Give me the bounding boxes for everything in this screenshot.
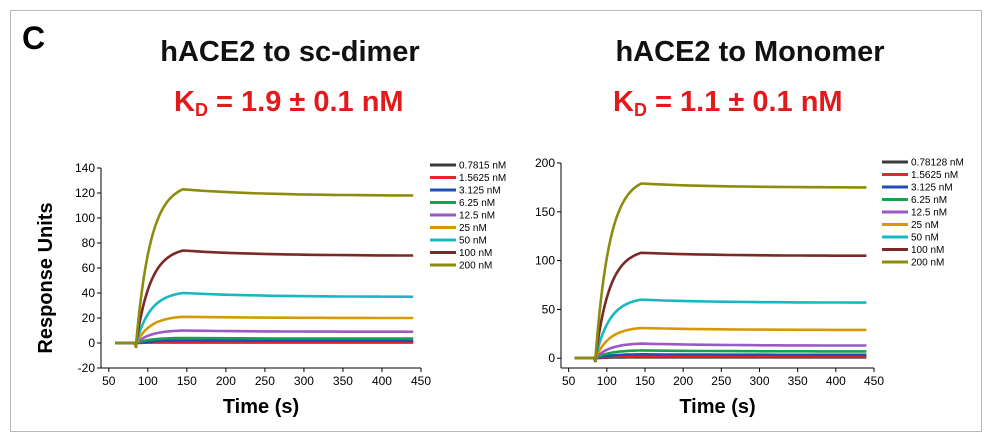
left-x-tick-label: 400 [372, 374, 392, 388]
left-x-tick-label: 350 [333, 374, 353, 388]
left-y-tick-label: 120 [75, 186, 95, 200]
right-legend-label-0: 0.78128 nM [911, 158, 964, 169]
left-y-tick-label: 0 [88, 336, 95, 350]
left-kd-prefix: K [174, 86, 195, 118]
left-x-tick-label: 100 [138, 374, 158, 388]
right-kd-prefix: K [613, 86, 634, 118]
left-legend-label-5: 25 nM [459, 223, 487, 234]
panel-label: C [22, 20, 46, 56]
left-legend-label-6: 50 nM [459, 236, 487, 247]
left-series-line-5 [115, 315, 414, 349]
left-legend-label-8: 200 nM [459, 261, 492, 272]
right-legend-label-1: 1.5625 nM [911, 170, 958, 181]
right-x-tick-label: 50 [562, 374, 576, 388]
left-series-line-6 [115, 291, 414, 349]
left-y-axis-title: Response Units [35, 202, 57, 353]
right-y-tick-label: 200 [535, 156, 555, 170]
left-legend-label-3: 6.25 nM [459, 198, 495, 209]
figure-frame [10, 10, 982, 432]
right-kd-label: KD = 1.1 ± 0.1 nM [613, 86, 843, 121]
left-kd-value: = 1.9 ± 0.1 nM [207, 86, 404, 118]
left-x-tick-label: 450 [411, 374, 431, 388]
left-x-tick-label: 300 [294, 374, 314, 388]
right-series-line-2 [574, 353, 867, 363]
left-y-tick-label: 80 [82, 236, 96, 250]
left-y-tick-label: 140 [75, 161, 95, 175]
right-x-tick-label: 250 [711, 374, 731, 388]
right-y-tick-label: 150 [535, 205, 555, 219]
right-y-tick-label: 50 [542, 302, 556, 316]
right-series-line-1 [574, 355, 867, 363]
right-x-axis-title: Time (s) [679, 396, 755, 418]
left-legend-label-7: 100 nM [459, 248, 492, 259]
right-legend-label-4: 12.5 nM [911, 208, 947, 219]
left-x-tick-label: 250 [255, 374, 275, 388]
left-kd-sub: D [194, 100, 208, 120]
right-legend-label-7: 100 nM [911, 245, 944, 256]
left-y-tick-label: 20 [82, 311, 96, 325]
right-series-line-5 [574, 326, 867, 363]
left-series-line-3 [115, 336, 414, 349]
right-legend-label-2: 3.125 nM [911, 183, 953, 194]
left-y-tick-label: 100 [75, 211, 95, 225]
left-y-tick-label: 60 [82, 261, 96, 275]
right-chart: 50 100 150 200 250 300 350 400 450 0 50 100 150 200 Ti… [535, 156, 964, 418]
right-legend-label-6: 50 nM [911, 233, 939, 244]
right-y-tick-label: 0 [548, 351, 555, 365]
left-chart: 50 100 150 200 250 300 350 400 450 -20 0 20 40 60 80 10… [35, 161, 506, 419]
right-series-line-8 [574, 182, 867, 363]
left-legend-label-1: 1.5625 nM [459, 173, 506, 184]
left-x-tick-label: 150 [177, 374, 197, 388]
right-x-tick-label: 200 [673, 374, 693, 388]
right-series-line-6 [574, 298, 867, 363]
right-x-tick-label: 450 [864, 374, 884, 388]
left-legend-label-4: 12.5 nM [459, 211, 495, 222]
right-x-tick-label: 300 [749, 374, 769, 388]
left-y-tick-label: 40 [82, 286, 96, 300]
left-series-line-1 [115, 340, 414, 349]
right-legend-label-3: 6.25 nM [911, 195, 947, 206]
right-series-line-3 [574, 349, 867, 363]
left-legend-label-2: 3.125 nM [459, 186, 501, 197]
right-x-tick-label: 400 [826, 374, 846, 388]
left-series-line-4 [115, 329, 414, 349]
left-chart-title: hACE2 to sc-dimer [160, 36, 420, 68]
left-series-line-7 [115, 249, 414, 349]
right-y-tick-label: 100 [535, 254, 555, 268]
right-x-tick-label: 100 [597, 374, 617, 388]
right-x-tick-label: 350 [788, 374, 808, 388]
right-legend-label-8: 200 nM [911, 258, 944, 269]
left-kd-label: KD = 1.9 ± 0.1 nM [174, 86, 404, 121]
right-chart-title: hACE2 to Monomer [615, 36, 885, 68]
right-kd-value: = 1.1 ± 0.1 nM [646, 86, 843, 118]
right-x-tick-label: 150 [635, 374, 655, 388]
right-series-line-4 [574, 342, 867, 363]
left-legend-label-0: 0.7815 nM [459, 161, 506, 172]
left-x-tick-label: 200 [216, 374, 236, 388]
right-legend-label-5: 25 nM [911, 220, 939, 231]
left-series-line-8 [115, 188, 414, 349]
right-kd-sub: D [633, 100, 647, 120]
left-x-tick-label: 50 [102, 374, 116, 388]
left-y-tick-label: -20 [78, 361, 96, 375]
left-x-axis-title: Time (s) [223, 396, 299, 418]
right-series-line-7 [574, 251, 867, 363]
